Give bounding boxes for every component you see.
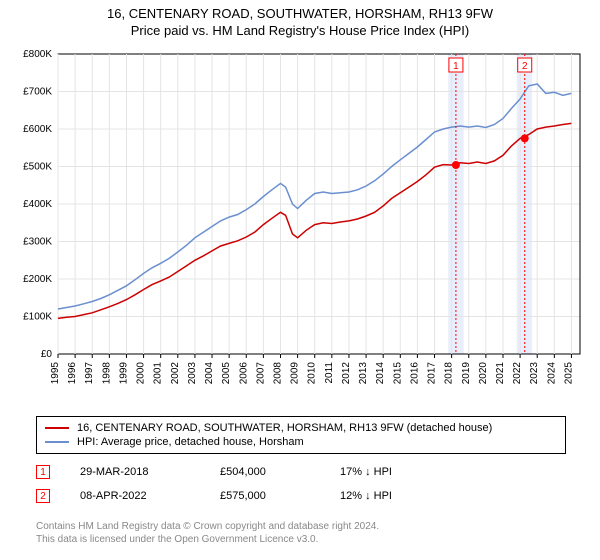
legend-box: 16, CENTENARY ROAD, SOUTHWATER, HORSHAM,… — [36, 416, 566, 454]
sale-marker-2: 2 — [36, 489, 50, 503]
legend-label-1: 16, CENTENARY ROAD, SOUTHWATER, HORSHAM,… — [77, 422, 492, 434]
svg-text:2025: 2025 — [563, 362, 574, 385]
legend-row-2: HPI: Average price, detached house, Hors… — [45, 435, 557, 449]
svg-text:1: 1 — [453, 61, 459, 72]
title-subtitle: Price paid vs. HM Land Registry's House … — [0, 23, 600, 38]
svg-text:2013: 2013 — [358, 362, 369, 385]
sale-price-1: £504,000 — [220, 466, 310, 478]
legend-swatch-hpi — [45, 441, 69, 443]
svg-text:2002: 2002 — [170, 362, 181, 385]
svg-text:2001: 2001 — [153, 362, 164, 385]
sale-marker-1: 1 — [36, 465, 50, 479]
svg-text:2012: 2012 — [341, 362, 352, 385]
sale-date-1: 29-MAR-2018 — [80, 466, 190, 478]
svg-text:2006: 2006 — [238, 362, 249, 385]
svg-text:2020: 2020 — [478, 362, 489, 385]
svg-text:1997: 1997 — [84, 362, 95, 385]
svg-text:£300K: £300K — [23, 237, 52, 248]
title-address: 16, CENTENARY ROAD, SOUTHWATER, HORSHAM,… — [0, 6, 600, 21]
svg-text:2010: 2010 — [307, 362, 318, 385]
svg-text:2022: 2022 — [512, 362, 523, 385]
svg-text:2021: 2021 — [495, 362, 506, 385]
svg-text:£500K: £500K — [23, 162, 52, 173]
footnote: Contains HM Land Registry data © Crown c… — [36, 520, 566, 546]
svg-text:2005: 2005 — [221, 362, 232, 385]
svg-text:£800K: £800K — [23, 49, 52, 60]
legend-swatch-price-paid — [45, 427, 69, 429]
svg-text:£0: £0 — [41, 349, 53, 360]
sale-table: 1 29-MAR-2018 £504,000 17% ↓ HPI 2 08-AP… — [36, 460, 566, 508]
svg-text:£100K: £100K — [23, 312, 52, 323]
svg-text:2008: 2008 — [272, 362, 283, 385]
sale-price-2: £575,000 — [220, 490, 310, 502]
svg-text:2009: 2009 — [290, 362, 301, 385]
svg-text:2004: 2004 — [204, 362, 215, 385]
sale-row-1: 1 29-MAR-2018 £504,000 17% ↓ HPI — [36, 460, 566, 484]
svg-text:£700K: £700K — [23, 87, 52, 98]
line-chart: £0 £100K £200K £300K £400K £500K £600K £700K £80… — [10, 46, 590, 406]
svg-text:1996: 1996 — [67, 362, 78, 385]
legend-row-1: 16, CENTENARY ROAD, SOUTHWATER, HORSHAM,… — [45, 421, 557, 435]
svg-text:1999: 1999 — [118, 362, 129, 385]
sale-vs-hpi-2: 12% ↓ HPI — [340, 490, 392, 502]
footnote-line1: Contains HM Land Registry data © Crown c… — [36, 520, 566, 533]
chart-area: £0 £100K £200K £300K £400K £500K £600K £700K £80… — [10, 46, 590, 406]
svg-text:2000: 2000 — [136, 362, 147, 385]
footnote-line2: This data is licensed under the Open Gov… — [36, 533, 566, 546]
svg-text:£400K: £400K — [23, 199, 52, 210]
sale-row-2: 2 08-APR-2022 £575,000 12% ↓ HPI — [36, 484, 566, 508]
svg-text:1998: 1998 — [101, 362, 112, 385]
sale-vs-hpi-1: 17% ↓ HPI — [340, 466, 392, 478]
svg-text:2019: 2019 — [461, 362, 472, 385]
svg-text:2024: 2024 — [546, 362, 557, 385]
svg-text:2011: 2011 — [324, 362, 335, 384]
chart-container: 16, CENTENARY ROAD, SOUTHWATER, HORSHAM,… — [0, 0, 600, 560]
svg-text:2017: 2017 — [427, 362, 438, 385]
svg-text:2016: 2016 — [409, 362, 420, 385]
svg-text:2023: 2023 — [529, 362, 540, 385]
svg-text:£600K: £600K — [23, 124, 52, 135]
sale-date-2: 08-APR-2022 — [80, 490, 190, 502]
svg-text:£200K: £200K — [23, 274, 52, 285]
legend-label-2: HPI: Average price, detached house, Hors… — [77, 436, 304, 448]
svg-text:1995: 1995 — [50, 362, 61, 385]
svg-text:2003: 2003 — [187, 362, 198, 385]
svg-text:2014: 2014 — [375, 362, 386, 385]
svg-text:2018: 2018 — [444, 362, 455, 385]
title-block: 16, CENTENARY ROAD, SOUTHWATER, HORSHAM,… — [0, 0, 600, 38]
svg-text:2: 2 — [522, 61, 528, 72]
svg-text:2007: 2007 — [255, 362, 266, 385]
svg-text:2015: 2015 — [392, 362, 403, 385]
